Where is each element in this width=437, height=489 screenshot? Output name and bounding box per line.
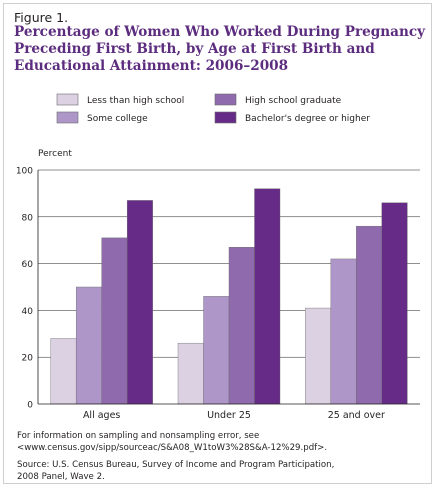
legend-label-3: High school graduate [245, 96, 342, 106]
x-tick-label-2: Under 25 [207, 410, 251, 421]
sampling-note-link[interactable]: <www.census.gov/sipp/sourceac/S&A08_W1to… [17, 442, 328, 453]
y-tick-label-100: 100 [16, 167, 33, 177]
sampling-note-line-1: For information on sampling and nonsampl… [17, 431, 260, 441]
x-axis-ticks: All ages Under 25 25 and over [83, 410, 385, 421]
bar-3-3 [356, 225, 383, 405]
legend-swatch-1 [56, 93, 79, 106]
y-tick-label-20: 20 [22, 354, 34, 364]
bar-2-3 [228, 247, 255, 405]
legend-label-2: Some college [87, 114, 148, 124]
bar-1-2 [75, 286, 102, 405]
bar-2-1 [177, 342, 204, 405]
figure-frame [3, 3, 432, 484]
figure-title: Percentage of Women Who Worked During Pr… [14, 24, 426, 75]
legend-label-4: Bachelor's degree or higher [245, 114, 370, 124]
bar-2-4 [254, 188, 281, 405]
y-axis-ticks: 0 20 40 60 80 100 [16, 167, 33, 411]
y-tick-label-0: 0 [27, 401, 33, 411]
y-tick-label-40: 40 [22, 307, 34, 317]
sampling-note: For information on sampling and nonsampl… [17, 431, 327, 454]
bar-1-4 [126, 200, 153, 405]
x-tick-label-3: 25 and over [328, 410, 385, 421]
title-line-1: Percentage of Women Who Worked During Pr… [14, 24, 426, 40]
source-note: Source: U.S. Census Bureau, Survey of In… [17, 460, 334, 483]
legend-swatch-3 [214, 93, 237, 106]
chart-bars [50, 188, 408, 405]
y-tick-label-60: 60 [22, 260, 34, 270]
chart-legend: Less than high school Some college High sc… [56, 93, 370, 124]
bar-2-2 [203, 296, 230, 405]
title-line-3: Educational Attainment: 2006–2008 [14, 58, 289, 74]
bar-3-1 [305, 307, 332, 405]
legend-swatch-4 [214, 111, 237, 124]
legend-label-1: Less than high school [87, 96, 184, 106]
figure-label: Figure 1. [14, 10, 69, 25]
bar-1-3 [101, 237, 128, 405]
x-tick-label-1: All ages [83, 410, 120, 421]
bar-3-2 [330, 258, 357, 405]
bar-1-1 [50, 338, 77, 405]
y-tick-label-80: 80 [22, 213, 34, 223]
legend-swatch-2 [56, 111, 79, 124]
source-note-line-1: Source: U.S. Census Bureau, Survey of In… [17, 460, 335, 470]
title-line-2: Preceding First Birth, by Age at First B… [14, 41, 375, 57]
bar-3-4 [381, 202, 408, 405]
source-note-line-2: 2008 Panel, Wave 2. [17, 471, 105, 482]
chart-axes [37, 170, 420, 405]
y-axis-label: Percent [38, 149, 72, 159]
